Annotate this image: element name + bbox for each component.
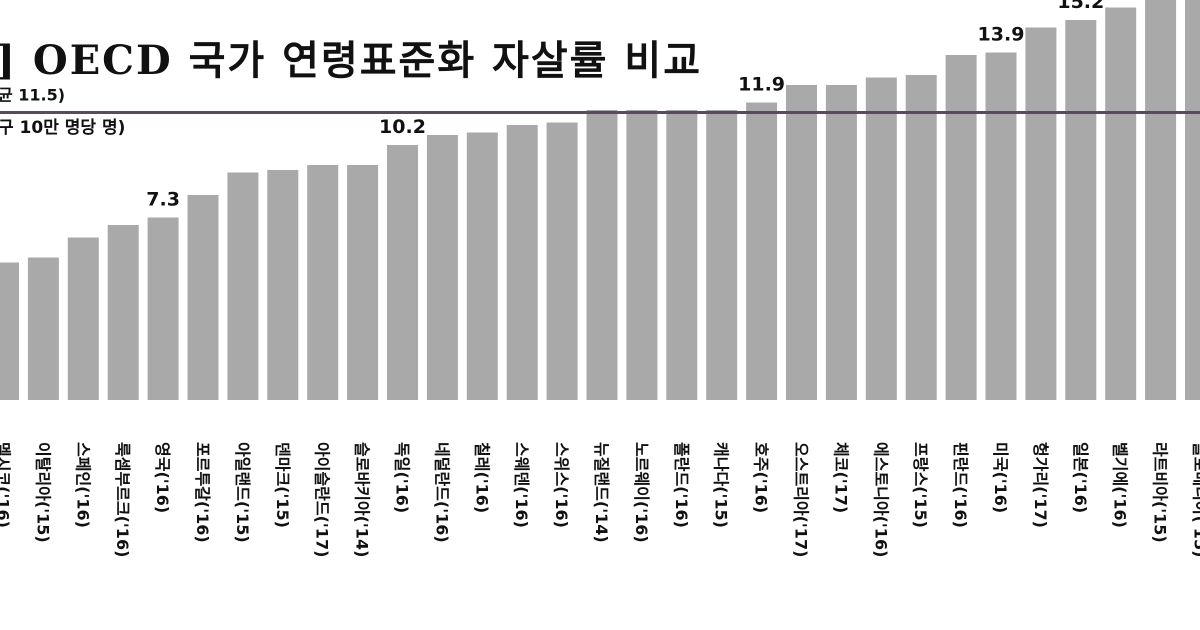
bar-22 bbox=[865, 77, 897, 400]
category-label-16: 노르웨이('16) bbox=[632, 442, 651, 543]
bar-9 bbox=[347, 165, 379, 400]
category-label-24: 핀란드('16) bbox=[951, 442, 970, 528]
category-label-15: 뉴질랜드('14) bbox=[592, 442, 611, 543]
category-label-11: 네덜란드('16) bbox=[432, 442, 451, 543]
bar-23 bbox=[905, 75, 937, 400]
category-label-13: 스웨덴('16) bbox=[512, 442, 531, 528]
category-label-17: 폴란드('16) bbox=[672, 442, 691, 528]
category-label-6: 아일랜드('15) bbox=[233, 442, 252, 543]
data-label-4: 7.3 bbox=[146, 189, 180, 211]
bar-12 bbox=[466, 132, 498, 400]
bar-5 bbox=[187, 195, 219, 400]
category-label-30: 슬로베니아('15) bbox=[1191, 442, 1200, 557]
category-label-25: 미국('16) bbox=[991, 442, 1010, 513]
data-label-27: 15.2 bbox=[1057, 0, 1104, 13]
bar-28 bbox=[1105, 7, 1137, 400]
category-label-5: 포르투갈('16) bbox=[193, 442, 212, 543]
bar-15 bbox=[586, 110, 618, 400]
category-label-22: 에스토니아('16) bbox=[871, 442, 890, 557]
bar-16 bbox=[626, 110, 658, 400]
bar-1 bbox=[27, 257, 59, 400]
data-label-10: 10.2 bbox=[379, 116, 426, 138]
bar-21 bbox=[825, 85, 857, 400]
data-label-25: 13.9 bbox=[978, 24, 1025, 46]
bar-27 bbox=[1065, 20, 1097, 400]
bar-20 bbox=[786, 85, 817, 400]
bar-18 bbox=[706, 110, 738, 400]
category-label-18: 캐나다('15) bbox=[712, 442, 731, 528]
category-label-21: 체코('17) bbox=[831, 442, 850, 513]
bar-7 bbox=[267, 170, 299, 400]
category-label-3: 룩셈부르크('16) bbox=[113, 442, 132, 557]
bar-19 bbox=[746, 102, 778, 400]
bar-17 bbox=[666, 110, 698, 400]
bar-3 bbox=[107, 225, 139, 400]
category-label-1: 이탈리아('15) bbox=[33, 442, 52, 543]
category-label-19: 호주('16) bbox=[752, 442, 771, 513]
bar-29 bbox=[1145, 0, 1177, 400]
bar-24 bbox=[945, 55, 977, 400]
bar-8 bbox=[307, 165, 339, 400]
category-label-14: 스위스('16) bbox=[552, 442, 571, 528]
category-label-20: 오스트리아('17) bbox=[792, 442, 811, 557]
average-line-label: 균 11.5) bbox=[0, 86, 65, 105]
category-label-28: 벨기에('16) bbox=[1111, 442, 1130, 528]
bar-2 bbox=[67, 237, 99, 400]
unit-label: 구 10만 명당 명) bbox=[0, 118, 126, 138]
category-label-23: 프랑스('15) bbox=[911, 442, 930, 528]
chart-title: ] OECD 국가 연령표준화 자살률 비교 bbox=[0, 37, 703, 84]
bar-4 bbox=[147, 217, 179, 400]
category-label-4: 영국('16) bbox=[153, 442, 172, 513]
bar-10 bbox=[387, 145, 418, 400]
category-label-29: 라트비아('15) bbox=[1151, 442, 1170, 543]
category-label-10: 독일('16) bbox=[393, 442, 412, 513]
bar-6 bbox=[227, 172, 259, 400]
bar-0 bbox=[0, 262, 19, 400]
bar-25 bbox=[985, 52, 1017, 400]
category-label-2: 스페인('16) bbox=[73, 442, 92, 528]
category-label-27: 일본('16) bbox=[1071, 442, 1090, 513]
category-label-7: 덴마크('15) bbox=[273, 442, 292, 528]
bar-26 bbox=[1025, 27, 1057, 400]
data-label-19: 11.9 bbox=[738, 74, 785, 96]
bar-11 bbox=[426, 135, 458, 400]
category-label-12: 칠레('16) bbox=[472, 442, 491, 513]
category-label-26: 헝가리('17) bbox=[1031, 442, 1050, 528]
category-label-9: 슬로바키아('14) bbox=[353, 442, 372, 557]
bar-30 bbox=[1185, 0, 1200, 400]
bar-13 bbox=[506, 125, 538, 400]
bar-14 bbox=[546, 122, 578, 400]
category-label-8: 아이슬란드('17) bbox=[313, 442, 332, 557]
category-label-0: 멕시코('16) bbox=[0, 442, 13, 528]
